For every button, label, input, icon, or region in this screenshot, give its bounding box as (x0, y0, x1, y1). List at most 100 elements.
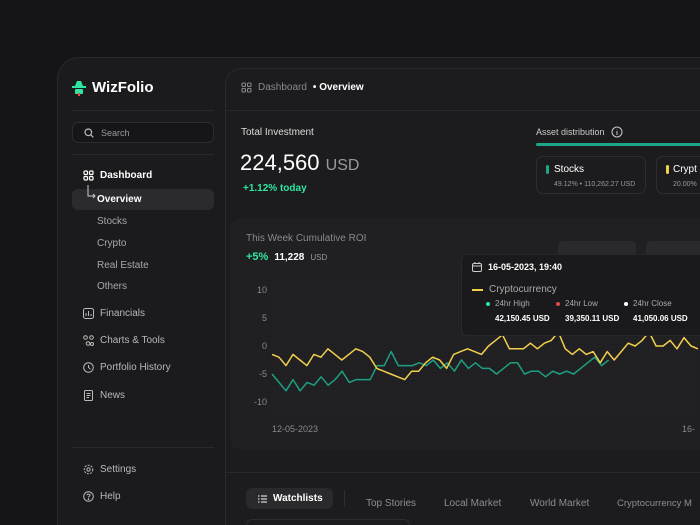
stat-value: 39,350.11 USD (565, 314, 620, 323)
sidebar-item-dashboard[interactable]: Dashboard (83, 170, 152, 181)
tab-label: Watchlists (273, 493, 323, 504)
asset-detail: 20.00% (673, 181, 697, 188)
asset-name: Stocks (554, 164, 585, 175)
investment-title: Total Investment (241, 127, 314, 138)
asset-card-stocks[interactable]: Stocks 49.12% • 110,262.27 USD (536, 156, 646, 194)
tooltip-date: 16-05-2023, 19:40 (472, 262, 562, 272)
tab-top-stories[interactable]: Top Stories (366, 498, 417, 509)
sidebar-subitem-stocks[interactable]: Stocks (97, 216, 128, 227)
roi-currency: USD (310, 253, 328, 262)
grid-icon (241, 82, 252, 93)
tooltip-stat: 24hr Low 39,350.11 USD (556, 299, 619, 323)
divider (226, 472, 700, 473)
sidebar-subitem-others[interactable]: Others (97, 281, 128, 292)
asset-card-crypto[interactable]: Crypt 20.00% (656, 156, 700, 194)
grid-icon (83, 170, 94, 181)
sidebar-item-label: News (100, 390, 126, 401)
series-line-yellow (271, 331, 699, 381)
clock-icon (83, 362, 94, 373)
help-icon (83, 491, 94, 502)
divider (344, 490, 345, 507)
sidebar-item-financials[interactable]: Financials (83, 308, 145, 319)
sidebar-item-settings[interactable]: Settings (83, 464, 136, 475)
stat-label: 24hr Close (633, 299, 672, 308)
tab-watchlists[interactable]: Watchlists (246, 488, 333, 509)
y-tick-label: 10 (257, 285, 267, 295)
y-tick-label: -10 (254, 397, 267, 407)
roi-title: This Week Cumulative ROI (246, 233, 367, 244)
stat-label: 24hr Low (565, 299, 598, 308)
color-marker (666, 165, 669, 174)
sidebar-item-label: Portfolio History (100, 362, 171, 373)
tab-local-market[interactable]: Local Market (444, 498, 502, 509)
amount-value: 224,560 (240, 150, 320, 175)
y-tick-label: -5 (259, 369, 267, 379)
breadcrumb-separator: • (312, 82, 317, 93)
branch-arrow-icon (87, 185, 96, 199)
sidebar-item-charts-tools[interactable]: Charts & Tools (83, 335, 165, 346)
tooltip-series-name: Cryptocurrency (489, 284, 557, 295)
logo: WizFolio (72, 79, 154, 96)
roi-pct: +5% (246, 251, 269, 263)
investment-change: +1.12% today (243, 183, 307, 194)
sidebar-subitem-real-estate[interactable]: Real Estate (97, 260, 149, 271)
y-tick-label: 0 (262, 341, 267, 351)
breadcrumb-current: • Overview (313, 82, 364, 93)
calendar-icon (472, 262, 482, 272)
roi-summary: +5% 11,228 USD (246, 251, 327, 263)
tab-cryptocurrency-market[interactable]: Cryptocurrency M (617, 498, 692, 509)
tooltip-stat: 24hr High 42,150.45 USD (486, 299, 550, 323)
search-placeholder: Search (101, 127, 130, 138)
nodes-icon (83, 335, 94, 346)
sidebar-subitem-crypto[interactable]: Crypto (97, 238, 127, 249)
wizard-hat-logo-icon (72, 80, 86, 96)
chart-range-button[interactable] (646, 241, 700, 257)
sidebar-item-help[interactable]: Help (83, 491, 121, 502)
list-icon (258, 495, 267, 502)
stat-value: 41,050.06 USD (633, 314, 688, 323)
gear-icon (83, 464, 94, 475)
stat-dot (556, 302, 560, 306)
chart-tooltip: 16-05-2023, 19:40 Cryptocurrency 24hr Hi… (461, 254, 700, 336)
divider (72, 447, 214, 448)
stat-dot (624, 302, 628, 306)
bar-chart-icon (83, 308, 94, 319)
series-swatch (472, 288, 483, 291)
investment-amount: 224,560 USD (240, 150, 359, 176)
series-line-green (271, 350, 610, 392)
stat-label: 24hr High (495, 299, 530, 308)
asset-name: Crypt (673, 164, 697, 175)
stat-value: 42,150.45 USD (495, 314, 550, 323)
search-input[interactable]: Search (72, 122, 214, 143)
sidebar-item-label: Charts & Tools (100, 335, 165, 346)
breadcrumb-current-label: Overview (319, 82, 364, 93)
asset-distribution-bar (536, 143, 700, 146)
sidebar-item-portfolio-history[interactable]: Portfolio History (83, 362, 171, 373)
sidebar-subitem-overview[interactable]: Overview (97, 194, 142, 205)
sidebar-item-label: Help (100, 491, 121, 502)
sidebar-item-news[interactable]: News (83, 390, 125, 401)
roi-amount: 11,228 (274, 252, 305, 263)
watchlist-card (246, 519, 410, 525)
tooltip-date-text: 16-05-2023, 19:40 (488, 262, 563, 272)
newspaper-icon (84, 390, 93, 401)
chart-filter-button[interactable] (558, 241, 636, 257)
asset-detail: 49.12% • 110,262.27 USD (554, 181, 636, 188)
amount-currency: USD (325, 157, 360, 174)
sidebar-item-label: Financials (100, 308, 146, 319)
sidebar-item-overview[interactable] (72, 189, 214, 210)
divider (72, 154, 214, 155)
divider (72, 110, 214, 111)
tab-world-market[interactable]: World Market (530, 498, 590, 509)
tooltip-series: Cryptocurrency (472, 284, 557, 295)
y-tick-label: 5 (262, 313, 267, 323)
info-icon[interactable] (611, 126, 623, 138)
app-name: WizFolio (92, 79, 154, 96)
sidebar-item-label: Settings (100, 464, 137, 475)
breadcrumb-parent[interactable]: Dashboard (258, 82, 307, 93)
tooltip-stat: 24hr Close 41,050.06 USD (624, 299, 688, 323)
breadcrumb: Dashboard • Overview (241, 82, 364, 93)
asset-distribution-title: Asset distribution (536, 126, 623, 138)
asset-title-label: Asset distribution (536, 127, 605, 137)
color-marker (546, 165, 549, 174)
